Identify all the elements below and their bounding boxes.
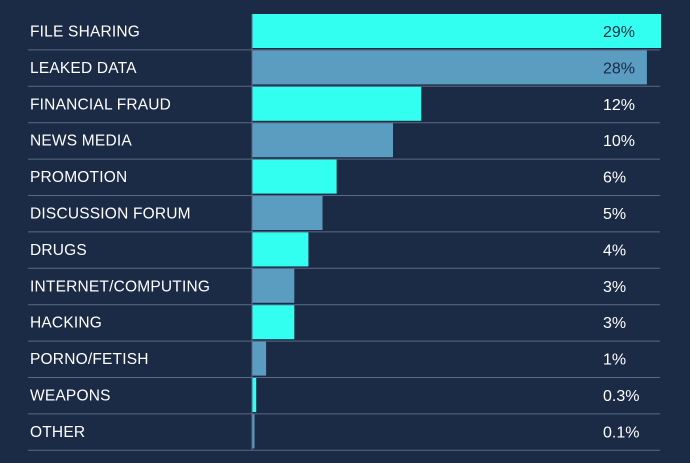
value-label: 5%	[603, 206, 626, 223]
value-label: 3%	[603, 279, 626, 296]
value-label: 28%	[603, 60, 635, 77]
category-label: DISCUSSION FORUM	[30, 206, 191, 223]
category-label: DRUGS	[30, 242, 87, 259]
bar	[252, 268, 295, 303]
bar	[252, 305, 295, 340]
category-label: OTHER	[30, 424, 85, 441]
value-label: 0.3%	[603, 388, 639, 405]
category-label: NEWS MEDIA	[30, 133, 132, 150]
bar	[252, 378, 257, 412]
category-label: FILE SHARING	[30, 24, 140, 41]
category-label: WEAPONS	[30, 388, 111, 405]
bar	[252, 414, 255, 449]
category-label: HACKING	[30, 315, 102, 332]
bar	[252, 341, 267, 376]
bar	[252, 50, 647, 85]
value-label: 29%	[603, 24, 635, 41]
bar	[252, 159, 337, 194]
value-label: 1%	[603, 352, 626, 369]
bar	[252, 196, 323, 230]
value-label: 4%	[603, 242, 626, 259]
value-label: 6%	[603, 170, 626, 187]
value-label: 10%	[603, 133, 635, 150]
value-label: 3%	[603, 315, 626, 332]
bar	[252, 14, 661, 48]
value-label: 0.1%	[603, 424, 639, 441]
category-label: INTERNET/COMPUTING	[30, 278, 210, 295]
category-label: PROMOTION	[30, 169, 127, 186]
category-label: LEAKED DATA	[30, 60, 137, 77]
category-label: PORNO/FETISH	[30, 351, 149, 368]
bar	[252, 86, 422, 121]
bar	[252, 232, 309, 267]
bar	[252, 123, 394, 158]
value-label: 12%	[603, 97, 635, 114]
category-label: FINANCIAL FRAUD	[30, 96, 171, 113]
